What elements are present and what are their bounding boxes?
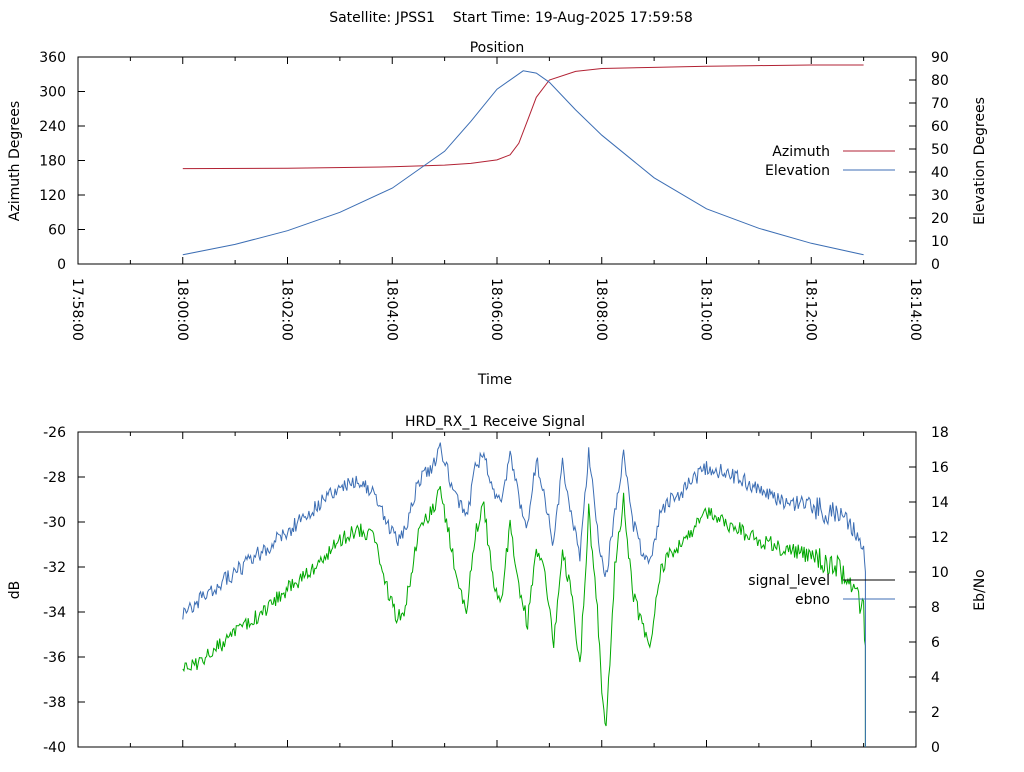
position-y2-tick-label: 40: [931, 165, 949, 181]
position-plot-frame: [77, 56, 917, 265]
series-line-ebno: [182, 442, 866, 747]
signal-y-tick-label: -40: [43, 740, 66, 756]
series-line-signal-level: [182, 486, 866, 747]
position-y-tick-label: 180: [39, 154, 66, 170]
signal-y2-tick-label: 2: [931, 705, 940, 721]
position-x-tick-label: 18:08:00: [593, 278, 609, 341]
signal-y-tick-labels: -40 -38 -36 -34 -32 -30 -28 -26: [43, 425, 66, 756]
position-legend: Azimuth Elevation: [765, 144, 895, 179]
legend-label-azimuth: Azimuth: [772, 144, 830, 160]
position-y2-tick-label: 70: [931, 96, 949, 112]
series-line-azimuth: [182, 64, 864, 170]
signal-y2-tick-label: 10: [931, 565, 949, 581]
signal-y2-tick-label: 0: [931, 740, 940, 756]
position-y2-tick-label: 90: [931, 50, 949, 66]
legend-label-signal-level: signal_level: [748, 573, 830, 589]
position-chart: Position 0 60 120 180 240 300 360 0 10 20 30 40 50 6…: [7, 40, 988, 388]
signal-y2-tick-label: 8: [931, 600, 940, 616]
legend-label-ebno: ebno: [795, 592, 830, 608]
position-y2-axis-label: Elevation Degrees: [972, 97, 988, 225]
position-chart-title: Position: [470, 40, 525, 56]
position-x-tick-label: 18:04:00: [383, 278, 399, 341]
signal-y-axis-label: dB: [7, 581, 23, 600]
position-y-tick-label: 0: [57, 257, 66, 273]
signal-y-tick-label: -28: [43, 470, 66, 486]
position-x-tick-label: 17:58:00: [69, 278, 85, 341]
signal-chart: HRD_RX_1 Receive Signal -40-38-36-34-32-…: [7, 414, 988, 756]
signal-y-tick-label: -32: [43, 560, 66, 576]
position-y2-tick-label: 30: [931, 188, 949, 204]
signal-tick-marks: [77, 431, 917, 748]
position-x-tick-label: 18:12:00: [802, 278, 818, 341]
position-y-tick-labels: 0 60 120 180 240 300 360: [39, 50, 66, 273]
signal-y-tick-label: -38: [43, 695, 66, 711]
signal-y2-tick-labels: 0 2 4 6 8 10 12 14 16 18: [931, 425, 949, 756]
signal-legend: signal_level ebno: [748, 573, 895, 608]
position-y2-tick-label: 60: [931, 119, 949, 135]
position-tick-marks: [77, 56, 917, 265]
position-y-axis-label: Azimuth Degrees: [7, 101, 23, 221]
series-line-elevation: [182, 70, 864, 256]
position-y-tick-label: 300: [39, 85, 66, 101]
signal-y-tick-label: -36: [43, 650, 66, 666]
position-y2-tick-labels: 0 10 20 30 40 50 60 70 80 90: [931, 50, 949, 273]
position-y-tick-label: 240: [39, 119, 66, 135]
position-y-tick-label: 120: [39, 188, 66, 204]
signal-y-tick-label: -34: [43, 605, 66, 621]
position-y-tick-label: 60: [48, 223, 66, 239]
position-x-tick-label: 18:14:00: [907, 278, 923, 341]
position-y2-tick-label: 50: [931, 142, 949, 158]
signal-y2-tick-label: 4: [931, 670, 940, 686]
position-x-tick-label: 18:06:00: [488, 278, 504, 341]
signal-series: [182, 442, 866, 747]
page-title: Satellite: JPSS1 Start Time: 19-Aug-2025…: [329, 10, 693, 26]
signal-y-tick-label: -30: [43, 515, 66, 531]
signal-y-tick-label: -26: [43, 425, 66, 441]
position-y-tick-label: 360: [39, 50, 66, 66]
signal-y2-tick-label: 14: [931, 495, 949, 511]
position-x-tick-label: 18:02:00: [279, 278, 295, 341]
legend-label-elevation: Elevation: [765, 163, 830, 179]
position-x-tick-label: 18:00:00: [174, 278, 190, 341]
signal-chart-title: HRD_RX_1 Receive Signal: [405, 414, 585, 430]
signal-y2-tick-label: 12: [931, 530, 949, 546]
position-y2-tick-label: 80: [931, 73, 949, 89]
signal-y2-tick-label: 6: [931, 635, 940, 651]
position-y2-tick-label: 0: [931, 257, 940, 273]
position-x-tick-labels: 17:58:00 18:00:00 18:02:00 18:04:00 18:06:00…: [69, 278, 923, 341]
signal-y2-tick-label: 16: [931, 460, 949, 476]
position-y2-tick-label: 20: [931, 211, 949, 227]
position-x-tick-label: 18:10:00: [698, 278, 714, 341]
position-y2-tick-label: 10: [931, 234, 949, 250]
signal-y2-axis-label: Eb/No: [972, 569, 988, 611]
position-x-axis-label: Time: [477, 372, 512, 388]
signal-y2-tick-label: 18: [931, 425, 949, 441]
position-series: [182, 64, 864, 256]
